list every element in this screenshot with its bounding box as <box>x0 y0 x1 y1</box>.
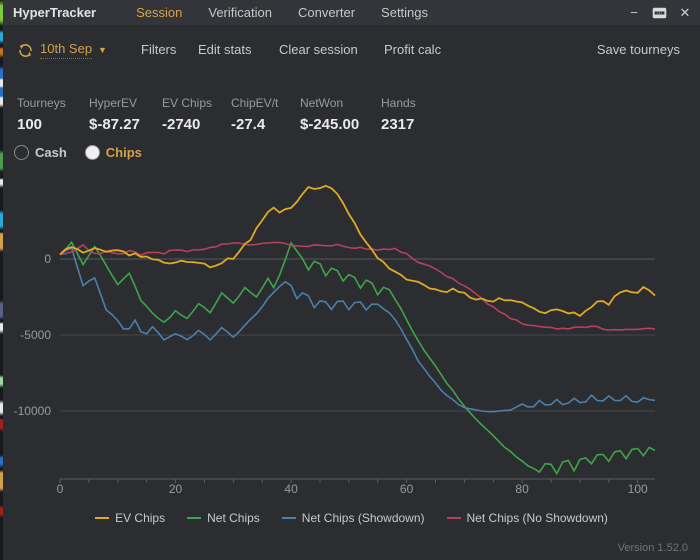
svg-text:-5000: -5000 <box>20 328 51 342</box>
svg-text:-10000: -10000 <box>14 404 52 418</box>
svg-text:0: 0 <box>57 482 64 496</box>
svg-text:80: 80 <box>515 482 529 496</box>
svg-text:100: 100 <box>628 482 648 496</box>
svg-text:60: 60 <box>400 482 414 496</box>
svg-text:40: 40 <box>284 482 298 496</box>
svg-text:0: 0 <box>44 252 51 266</box>
svg-text:20: 20 <box>169 482 183 496</box>
